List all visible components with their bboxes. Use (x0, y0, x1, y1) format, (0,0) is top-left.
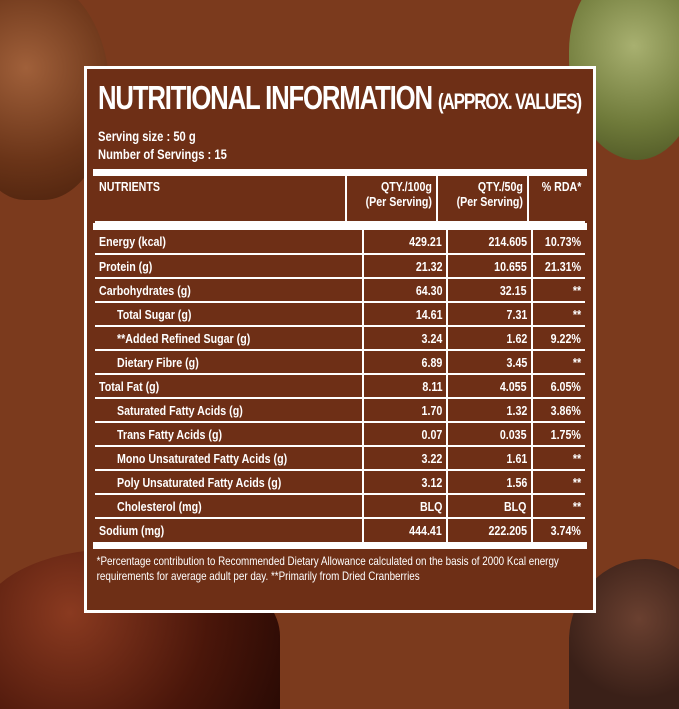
qty-100g: 6.89 (421, 354, 443, 370)
table-row: Carbohydrates (g) 64.30 32.15 ** (95, 278, 585, 303)
rda-percent: 3.86% (550, 402, 581, 418)
header-qty-100g: QTY./100g (Per Serving) (365, 179, 432, 209)
table-row: Cholesterol (mg) BLQ BLQ ** (95, 494, 585, 519)
qty-50g: 10.655 (494, 258, 527, 274)
nutrient-name: Trans Fatty Acids (g) (117, 426, 223, 442)
nutrient-name: Carbohydrates (g) (99, 282, 191, 298)
nutrient-name: **Added Refined Sugar (g) (117, 330, 251, 346)
qty-100g: 8.11 (422, 378, 443, 394)
table-row: Poly Unsaturated Fatty Acids (g) 3.12 1.56… (95, 470, 585, 495)
rda-percent: ** (572, 450, 581, 466)
qty-100g: 444.41 (409, 523, 443, 538)
qty-100g: 1.70 (421, 402, 443, 418)
qty-100g: 14.61 (415, 306, 443, 322)
title-text: NUTRITIONAL INFORMATION (98, 79, 433, 116)
nutrient-name: Sodium (mg) (99, 523, 165, 538)
rda-percent: 6.05% (550, 378, 581, 394)
header-nutrients: NUTRIENTS (99, 179, 161, 194)
qty-100g: 3.24 (421, 330, 443, 346)
qty-100g: 21.32 (415, 258, 443, 274)
qty-50g: BLQ (504, 498, 527, 514)
qty-50g: 222.205 (488, 523, 527, 538)
qty-50g: 214.605 (488, 234, 527, 249)
table-row: Saturated Fatty Acids (g) 1.70 1.32 3.86% (95, 398, 585, 423)
nutrient-name: Poly Unsaturated Fatty Acids (g) (117, 474, 282, 490)
rda-percent: ** (572, 474, 581, 490)
footnote: *Percentage contribution to Recommended … (96, 554, 559, 583)
qty-50g: 1.32 (506, 402, 527, 418)
rda-percent: ** (572, 498, 581, 514)
nutrient-name: Total Fat (g) (99, 378, 160, 394)
rda-percent: 9.22% (550, 330, 581, 346)
header-qty-50g: QTY./50g (Per Serving) (456, 179, 523, 209)
divider (93, 223, 587, 230)
qty-100g: 3.22 (421, 450, 443, 466)
qty-100g: 3.12 (421, 474, 443, 490)
serving-size: Serving size : 50 g (98, 128, 196, 144)
qty-50g: 7.31 (506, 306, 527, 322)
rda-percent: ** (572, 354, 581, 370)
qty-100g: 0.07 (421, 426, 443, 442)
qty-50g: 1.56 (506, 474, 527, 490)
nutrient-name: Cholesterol (mg) (117, 498, 202, 514)
table-row: **Added Refined Sugar (g) 3.24 1.62 9.22% (95, 326, 585, 351)
header-rda: % RDA* (541, 179, 581, 194)
rda-percent: 21.31% (544, 258, 581, 274)
table-row: Dietary Fibre (g) 6.89 3.45 ** (95, 350, 585, 375)
table-row: Mono Unsaturated Fatty Acids (g) 3.22 1.61… (95, 446, 585, 471)
divider (93, 169, 587, 176)
qty-50g: 32.15 (500, 282, 527, 298)
rda-percent: ** (572, 282, 581, 298)
rda-percent: 1.75% (550, 426, 581, 442)
table-row: Total Sugar (g) 14.61 7.31 ** (95, 302, 585, 327)
table-row: Energy (kcal) 429.21 214.605 10.73% (95, 230, 585, 255)
table-row: Protein (g) 21.32 10.655 21.31% (95, 254, 585, 279)
qty-50g: 1.61 (506, 450, 527, 466)
qty-50g: 1.62 (506, 330, 527, 346)
nutrition-table: NUTRIENTS QTY./100g (Per Serving) QTY./50… (95, 176, 585, 223)
nutrient-name: Protein (g) (99, 258, 153, 274)
nutrient-name: Total Sugar (g) (117, 306, 192, 322)
table-header: NUTRIENTS QTY./100g (Per Serving) QTY./50… (95, 176, 585, 223)
rda-percent: 3.74% (550, 523, 581, 538)
nutrition-panel: NUTRITIONAL INFORMATION (APPROX. VALUES)… (84, 66, 596, 613)
table-row: Trans Fatty Acids (g) 0.07 0.035 1.75% (95, 422, 585, 447)
rda-percent: 10.73% (544, 234, 581, 249)
divider (93, 542, 587, 549)
table-row: Total Fat (g) 8.11 4.055 6.05% (95, 374, 585, 399)
qty-100g: 429.21 (409, 234, 443, 249)
nutrient-name: Mono Unsaturated Fatty Acids (g) (117, 450, 288, 466)
title-suffix: (APPROX. VALUES) (437, 89, 582, 114)
nutrient-name: Saturated Fatty Acids (g) (117, 402, 243, 418)
qty-50g: 0.035 (500, 426, 527, 442)
qty-100g: 64.30 (415, 282, 443, 298)
nutrient-name: Dietary Fibre (g) (117, 354, 199, 370)
number-of-servings: Number of Servings : 15 (98, 146, 227, 162)
table-row: Sodium (mg) 444.41 222.205 3.74% (95, 518, 585, 542)
qty-100g: BLQ (419, 498, 443, 514)
qty-50g: 4.055 (500, 378, 527, 394)
rda-percent: ** (572, 306, 581, 322)
qty-50g: 3.45 (506, 354, 527, 370)
page-title: NUTRITIONAL INFORMATION (APPROX. VALUES) (98, 79, 582, 117)
nutrient-name: Energy (kcal) (99, 234, 166, 249)
